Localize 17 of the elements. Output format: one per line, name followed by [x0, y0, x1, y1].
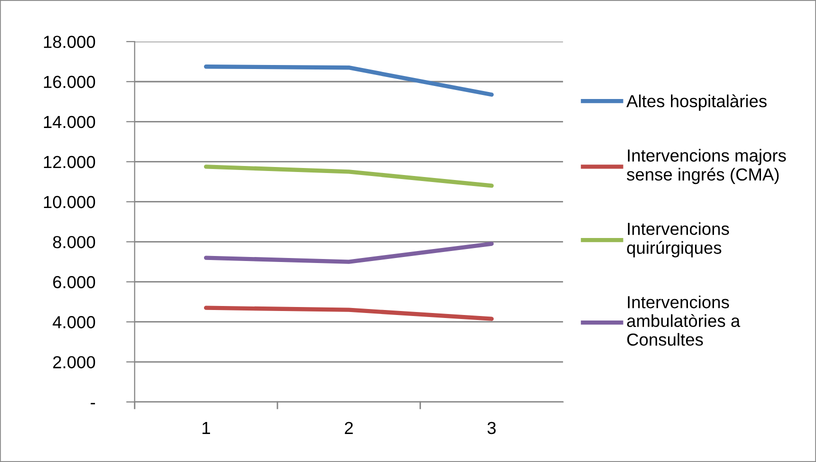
y-tick-label: - — [90, 402, 95, 404]
y-tick-label: 6.000 — [53, 276, 96, 288]
x-tick-label: 1 — [202, 422, 210, 434]
x-tick-label: 2 — [344, 422, 353, 434]
legend-label: Intervencions quirúrgiques — [627, 222, 729, 258]
y-tick-label: 16.000 — [44, 76, 96, 88]
y-tick-label: 4.000 — [52, 316, 96, 328]
y-tick-label: 2.000 — [53, 356, 96, 368]
legend-label: Altes hospitalàries — [626, 94, 767, 111]
y-tick-label: 8.000 — [53, 236, 96, 248]
x-tick-label: 3 — [487, 422, 496, 434]
legend-label: Intervencions ambulatòries a Consultes — [627, 296, 740, 346]
y-tick-label: 10.000 — [44, 196, 96, 208]
y-tick-label: 12.000 — [44, 156, 96, 168]
y-tick-label: 14.000 — [44, 116, 96, 128]
y-tick-label: 18.000 — [44, 36, 96, 48]
legend-label: Intervencions majors sense ingrés (CMA) — [626, 148, 786, 184]
